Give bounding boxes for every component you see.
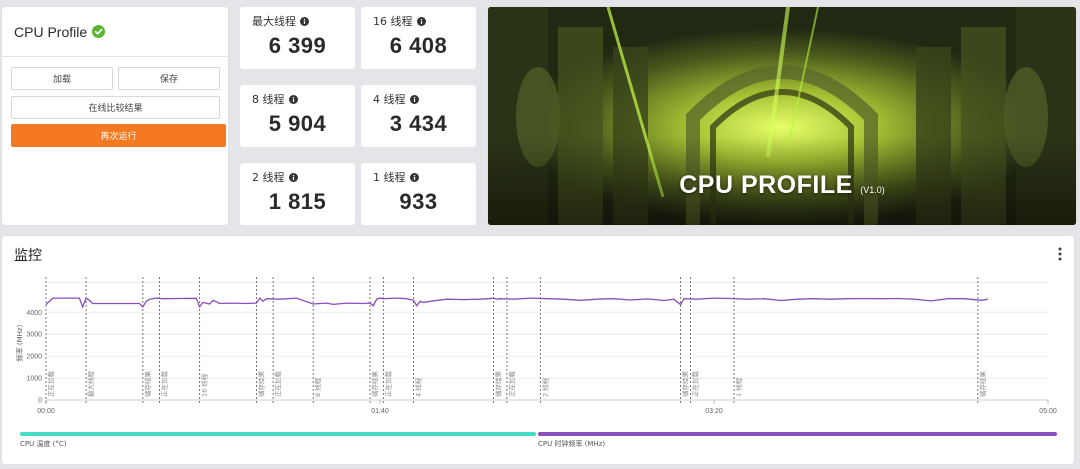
event-marker-label: 储存结果 [256,371,265,398]
hero-banner: CPU PROFILE (V1.0) [488,7,1076,225]
app-panel: CPU Profile 加载 保存 在线比较结果 再次运行 [2,7,228,225]
app-header: CPU Profile [2,7,228,57]
event-marker-label: 储存结果 [494,371,503,398]
event-marker-label: 储存结果 [143,371,152,398]
y-tick-label: 3000 [26,332,42,339]
legend-label-cpu-temp: CPU 温度 (°C) [20,440,67,448]
score-card-1-thread: 1 线程 933 [361,163,476,225]
event-marker-label: 8 线程 [313,377,322,397]
score-label: 1 线程 [373,171,406,184]
event-marker-label: 正在加载 [160,371,169,398]
x-tick-label: 05:00 [1039,408,1057,415]
score-card-max-threads: 最大线程 6 399 [240,7,355,69]
info-icon[interactable] [416,16,426,26]
legend-bar-cpu-clock [538,432,1057,436]
event-marker-label: 最大线程 [86,371,95,398]
event-marker-label: 16 线程 [200,373,209,397]
y-tick-label: 0 [38,398,42,405]
event-marker-label: 正在加载 [46,371,55,398]
score-label: 16 线程 [373,15,413,28]
check-circle-icon [92,25,106,38]
score-card-16-threads: 16 线程 6 408 [361,7,476,69]
load-button[interactable]: 加载 [11,67,113,90]
score-label: 最大线程 [252,15,296,28]
score-card-8-threads: 8 线程 5 904 [240,85,355,147]
info-icon[interactable] [288,172,298,182]
score-value: 1 815 [268,189,327,214]
x-tick-label: 00:00 [37,408,55,415]
event-marker-label: 2 线程 [540,377,549,397]
y-axis-label: 频率 (MHz) [15,324,24,361]
event-marker-label: 储存结果 [370,371,379,398]
event-marker-label: 正在加载 [383,371,392,398]
score-value: 6 408 [389,33,448,58]
hero-title: CPU PROFILE (V1.0) [488,171,1076,200]
save-button[interactable]: 保存 [118,67,220,90]
legend-bar-cpu-temp [20,432,536,436]
hero-artwork [488,7,1076,225]
score-value: 6 399 [268,33,327,58]
score-label: 4 线程 [373,93,406,106]
x-tick-label: 03:20 [705,408,723,415]
event-marker-label: 储存结果 [978,371,987,398]
score-card-4-threads: 4 线程 3 434 [361,85,476,147]
score-value: 933 [399,189,438,214]
x-tick-label: 01:40 [371,408,389,415]
y-tick-label: 4000 [26,310,42,317]
monitor-panel: 监控 0 1000 2000 3000 4000 频率 (MHz) 00:00 01:40 03… [2,236,1074,464]
info-icon[interactable] [288,94,298,104]
score-card-2-threads: 2 线程 1 815 [240,163,355,225]
y-tick-label: 1000 [26,376,42,383]
compare-online-button[interactable]: 在线比较结果 [11,96,220,119]
hero-version: (V1.0) [860,185,885,195]
score-label: 8 线程 [252,93,285,106]
monitor-title: 监控 [14,248,42,264]
info-icon[interactable] [409,94,419,104]
score-value: 5 904 [268,111,327,136]
event-marker-label: 正在加载 [691,371,700,398]
series-line-cpu-clock [45,297,989,309]
hero-title-text: CPU PROFILE [679,171,853,199]
event-marker-label: 4 线程 [413,377,422,397]
score-label: 2 线程 [252,171,285,184]
y-tick-label: 2000 [26,354,42,361]
event-marker-label: 正在加载 [507,371,516,398]
event-marker-label: 正在加载 [273,371,282,398]
run-again-button[interactable]: 再次运行 [11,124,226,147]
app-title: CPU Profile [14,23,88,40]
legend-label-cpu-clock: CPU 时钟频率 (MHz) [538,440,606,448]
score-value: 3 434 [389,111,448,136]
event-marker-label: 储存结果 [681,371,690,398]
info-icon[interactable] [409,172,419,182]
more-vertical-icon[interactable] [1058,247,1062,261]
info-icon[interactable] [300,16,309,26]
event-marker-label: 1 线程 [734,377,743,397]
